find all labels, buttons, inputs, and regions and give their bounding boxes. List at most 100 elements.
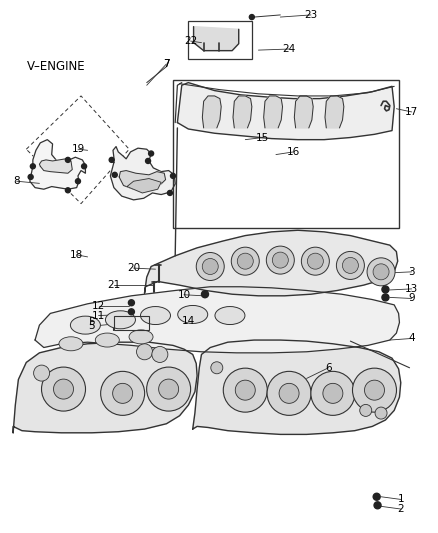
Polygon shape (39, 159, 72, 173)
Polygon shape (264, 96, 283, 128)
Circle shape (112, 172, 117, 177)
Circle shape (375, 407, 387, 419)
Text: 8: 8 (13, 176, 20, 186)
Text: 18: 18 (70, 250, 83, 260)
Text: 3: 3 (408, 267, 415, 277)
Ellipse shape (178, 305, 208, 324)
Bar (114, 316, 149, 330)
Ellipse shape (106, 311, 135, 329)
Polygon shape (233, 96, 252, 128)
Circle shape (311, 372, 355, 415)
Bar (188, 21, 252, 59)
Circle shape (65, 157, 71, 163)
Circle shape (147, 367, 191, 411)
Text: 4: 4 (408, 334, 415, 343)
Circle shape (301, 247, 329, 275)
Text: 7: 7 (163, 59, 170, 69)
Polygon shape (119, 171, 166, 189)
Circle shape (237, 253, 253, 269)
Text: 1: 1 (397, 495, 404, 504)
Circle shape (267, 372, 311, 415)
Circle shape (382, 286, 389, 293)
Circle shape (235, 380, 255, 400)
Circle shape (148, 151, 154, 156)
Polygon shape (294, 96, 313, 128)
Polygon shape (110, 147, 175, 200)
Circle shape (272, 252, 288, 268)
Text: 9: 9 (408, 294, 415, 303)
Text: 21: 21 (107, 280, 120, 290)
Circle shape (202, 259, 218, 274)
Text: 11: 11 (92, 311, 105, 320)
Circle shape (65, 188, 71, 193)
Text: 10: 10 (177, 290, 191, 300)
Polygon shape (202, 96, 221, 128)
Text: 17: 17 (405, 107, 418, 117)
Circle shape (211, 362, 223, 374)
Circle shape (373, 264, 389, 280)
Bar (173, 80, 399, 228)
Circle shape (279, 383, 299, 403)
Ellipse shape (71, 316, 100, 334)
Text: 19: 19 (71, 144, 85, 154)
Circle shape (75, 179, 81, 184)
Circle shape (170, 173, 176, 179)
Text: 14: 14 (182, 316, 195, 326)
Circle shape (145, 158, 151, 164)
Circle shape (34, 365, 49, 381)
Text: 12: 12 (92, 302, 105, 311)
Ellipse shape (95, 333, 119, 347)
Circle shape (53, 379, 74, 399)
Circle shape (128, 300, 134, 306)
Circle shape (343, 257, 358, 273)
Polygon shape (145, 230, 398, 296)
Circle shape (196, 253, 224, 280)
Circle shape (159, 379, 179, 399)
Polygon shape (193, 340, 401, 434)
Text: 7: 7 (163, 59, 170, 69)
Circle shape (223, 368, 267, 412)
Polygon shape (127, 179, 161, 193)
Circle shape (109, 157, 114, 163)
Polygon shape (13, 342, 197, 433)
Circle shape (101, 372, 145, 415)
Circle shape (360, 405, 372, 416)
Circle shape (382, 294, 389, 301)
Circle shape (336, 252, 364, 279)
Circle shape (81, 164, 87, 169)
Polygon shape (35, 287, 399, 353)
Circle shape (353, 368, 396, 412)
Text: 22: 22 (184, 36, 197, 46)
Text: 5: 5 (88, 317, 95, 327)
Text: 5: 5 (88, 321, 95, 331)
Text: 13: 13 (405, 284, 418, 294)
Circle shape (28, 174, 33, 180)
Circle shape (367, 258, 395, 286)
Circle shape (307, 253, 323, 269)
Circle shape (266, 246, 294, 274)
Polygon shape (177, 83, 394, 140)
Polygon shape (194, 27, 239, 51)
Circle shape (201, 290, 208, 298)
Circle shape (323, 383, 343, 403)
Circle shape (42, 367, 85, 411)
Text: 6: 6 (325, 363, 332, 373)
Text: 23: 23 (304, 10, 318, 20)
Circle shape (137, 344, 152, 360)
Ellipse shape (129, 330, 153, 344)
Ellipse shape (141, 306, 170, 325)
Text: 24: 24 (283, 44, 296, 54)
Circle shape (231, 247, 259, 275)
Polygon shape (30, 140, 85, 189)
Ellipse shape (215, 306, 245, 325)
Text: 15: 15 (256, 133, 269, 142)
Circle shape (167, 190, 173, 196)
Text: 2: 2 (397, 504, 404, 514)
Text: 20: 20 (127, 263, 140, 273)
Text: V–ENGINE: V–ENGINE (27, 60, 86, 72)
Circle shape (249, 14, 254, 20)
Circle shape (373, 493, 380, 500)
Circle shape (374, 502, 381, 509)
Circle shape (152, 346, 168, 362)
Ellipse shape (59, 337, 83, 351)
